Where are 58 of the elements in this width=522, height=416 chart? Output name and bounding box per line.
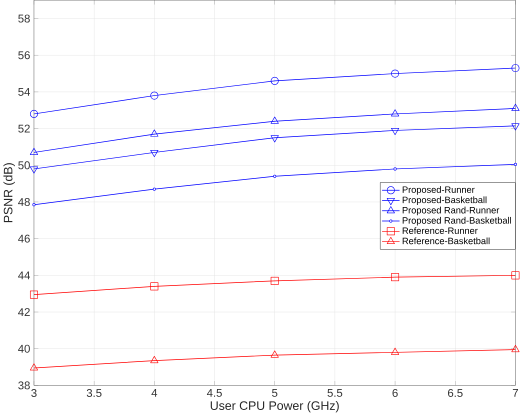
x-tick-label: 4.5 xyxy=(206,389,222,397)
legend-label: Proposed-Basketball xyxy=(402,196,486,206)
point xyxy=(511,123,520,131)
x-tick-label: 4 xyxy=(151,389,158,397)
point xyxy=(511,271,520,280)
x-axis-title: User CPU Power (GHz) xyxy=(210,401,339,412)
y-tick-label: 48 xyxy=(18,198,30,206)
point xyxy=(394,168,397,171)
x-tick-label: 6 xyxy=(392,389,398,398)
y-axis-title: PSNR (dB) xyxy=(3,163,15,222)
point xyxy=(511,345,520,352)
point xyxy=(273,174,276,178)
x-tick-label: 5.5 xyxy=(328,389,342,397)
point xyxy=(150,356,158,364)
point xyxy=(32,203,36,206)
point xyxy=(270,77,279,85)
point xyxy=(514,162,517,166)
point xyxy=(511,64,520,72)
legend-label: Reference-Basketball xyxy=(402,238,490,244)
legend-label: Proposed Rand-Basketball xyxy=(402,217,512,226)
point xyxy=(391,273,400,282)
x-tick-label: 7 xyxy=(512,389,518,397)
point xyxy=(391,109,400,116)
point xyxy=(30,166,38,174)
y-tick-label: 46 xyxy=(18,234,30,243)
y-tick-label: 38 xyxy=(18,382,30,390)
y-tick-label: 42 xyxy=(18,308,30,316)
point xyxy=(30,148,38,155)
legend-label: Proposed Rand-Runner xyxy=(402,206,500,216)
point xyxy=(511,104,520,111)
point xyxy=(391,128,400,136)
point xyxy=(150,92,158,100)
point xyxy=(30,363,38,371)
point xyxy=(30,110,38,118)
point xyxy=(270,116,279,124)
y-tick-label: 50 xyxy=(18,161,30,170)
y-tick-label: 52 xyxy=(18,124,30,133)
point xyxy=(270,135,279,142)
x-tick-label: 5 xyxy=(272,389,278,397)
legend-label: Reference-Runner xyxy=(402,227,478,234)
point xyxy=(152,188,156,191)
point xyxy=(391,348,400,355)
legend-label: Proposed-Runner xyxy=(402,186,475,195)
point xyxy=(150,130,158,137)
point xyxy=(270,276,279,285)
point xyxy=(150,282,158,290)
y-tick-label: 58 xyxy=(18,14,30,23)
y-tick-label: 56 xyxy=(18,51,30,60)
point xyxy=(30,290,38,299)
x-tick-label: 3.5 xyxy=(86,389,102,398)
y-tick-label: 54 xyxy=(18,88,30,96)
point xyxy=(150,150,158,158)
x-tick-label: 3 xyxy=(31,389,37,398)
x-tick-label: 6.5 xyxy=(448,389,463,398)
y-tick-label: 40 xyxy=(18,344,30,353)
y-tick-label: 44 xyxy=(18,272,30,280)
point xyxy=(391,70,400,78)
point xyxy=(270,350,279,358)
